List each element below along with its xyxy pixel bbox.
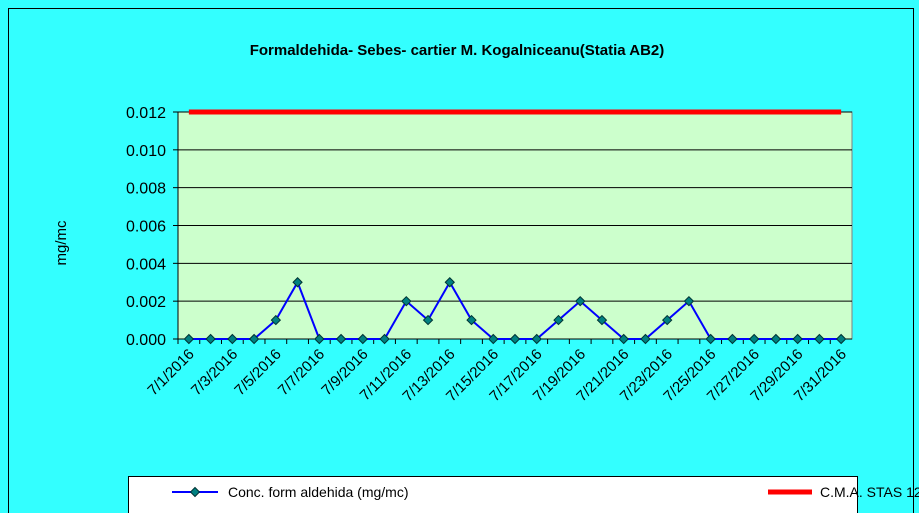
data-point bbox=[205, 333, 216, 345]
data-point bbox=[770, 333, 782, 345]
data-point bbox=[401, 295, 412, 307]
data-point bbox=[661, 314, 673, 326]
data-point bbox=[683, 295, 695, 307]
data-point bbox=[488, 333, 499, 345]
data-point bbox=[835, 333, 847, 345]
y-tick-label: 0.006 bbox=[126, 219, 166, 236]
data-point bbox=[748, 333, 760, 345]
data-point bbox=[727, 333, 738, 345]
legend-box bbox=[128, 476, 858, 513]
chart-title: Formaldehida- Sebes- cartier M. Kogalnic… bbox=[250, 42, 665, 59]
data-point bbox=[509, 333, 521, 345]
y-tick-label: 0.008 bbox=[126, 181, 166, 198]
y-tick-label: 0.002 bbox=[126, 294, 166, 311]
data-point bbox=[575, 295, 586, 307]
data-point bbox=[618, 333, 629, 345]
y-axis-label: mg/mc bbox=[53, 220, 70, 266]
legend-label: Conc. form aldehida (mg/mc) bbox=[228, 484, 409, 500]
data-point bbox=[292, 277, 303, 288]
data-point bbox=[466, 314, 477, 326]
data-point bbox=[270, 314, 282, 326]
legend-marker bbox=[189, 486, 201, 498]
y-tick-label: 0.004 bbox=[126, 256, 166, 273]
data-point bbox=[553, 314, 564, 326]
y-tick-label: 0.012 bbox=[126, 105, 166, 122]
data-point bbox=[335, 333, 347, 345]
data-point bbox=[357, 333, 369, 345]
data-point bbox=[814, 333, 825, 345]
data-point bbox=[444, 277, 455, 288]
y-tick-label: 0.000 bbox=[126, 332, 166, 349]
data-point bbox=[183, 333, 195, 345]
y-tick-label: 0.010 bbox=[126, 143, 166, 160]
legend-label: C.M.A. STAS 12574/ 87(mg/mc) bbox=[820, 484, 919, 500]
data-point bbox=[596, 314, 608, 326]
chart-border bbox=[8, 8, 914, 513]
data-point bbox=[705, 333, 716, 345]
data-point bbox=[792, 333, 803, 345]
data-point bbox=[422, 314, 434, 326]
data-point bbox=[314, 333, 325, 345]
data-point bbox=[227, 333, 238, 345]
data-point bbox=[531, 333, 542, 345]
data-point bbox=[248, 333, 260, 345]
data-point bbox=[640, 333, 651, 345]
data-point bbox=[379, 333, 390, 345]
